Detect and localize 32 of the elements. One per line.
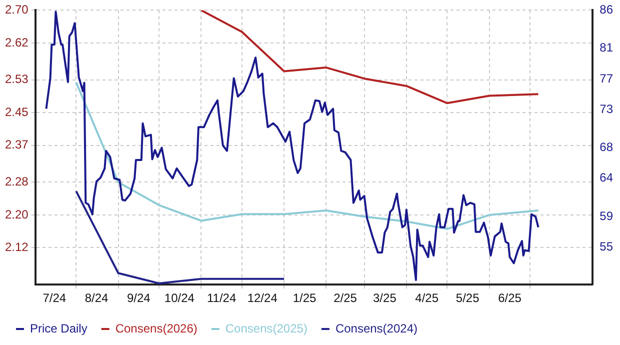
- legend-label: Price Daily: [30, 321, 88, 336]
- y-tick-label: 2.20: [4, 207, 29, 222]
- x-tick-label: 6/25: [498, 291, 522, 306]
- x-tick-label: 12/24: [247, 291, 278, 306]
- x-tick-label: 7/24: [42, 291, 66, 306]
- y2-tick-label: 86: [600, 2, 614, 17]
- x-tick-label: 3/25: [373, 291, 397, 306]
- x-tick-label: 4/25: [415, 291, 439, 306]
- y-tick-label: 2.62: [4, 35, 29, 50]
- y2-tick-label: 55: [600, 239, 614, 254]
- legend-label: Consens(2026): [115, 321, 198, 336]
- y-tick-label: 2.37: [4, 138, 29, 152]
- y-tick-label: 2.70: [4, 2, 29, 17]
- y2-tick-label: 81: [600, 40, 614, 55]
- y-tick-label: 2.12: [4, 240, 29, 254]
- x-tick-label: 1/25: [292, 291, 316, 306]
- x-tick-label: 2/25: [334, 291, 358, 306]
- legend-label: Consens(2024): [335, 321, 418, 336]
- y-tick-label: 2.53: [4, 72, 29, 86]
- x-tick-label: 8/24: [84, 291, 109, 306]
- legend-label: Consens(2025): [225, 321, 308, 336]
- y2-tick-label: 59: [600, 208, 614, 223]
- y-tick-label: 2.28: [4, 174, 29, 189]
- x-tick-label: 11/24: [207, 291, 236, 306]
- y2-tick-label: 68: [600, 140, 614, 154]
- x-tick-label: 5/25: [456, 291, 480, 306]
- x-tick-label: 9/24: [126, 291, 151, 306]
- x-tick-label: 10/24: [164, 291, 195, 306]
- y2-tick-label: 77: [600, 71, 614, 86]
- y2-tick-label: 73: [600, 102, 614, 116]
- y-tick-label: 2.45: [4, 104, 29, 119]
- y2-tick-label: 64: [600, 170, 614, 185]
